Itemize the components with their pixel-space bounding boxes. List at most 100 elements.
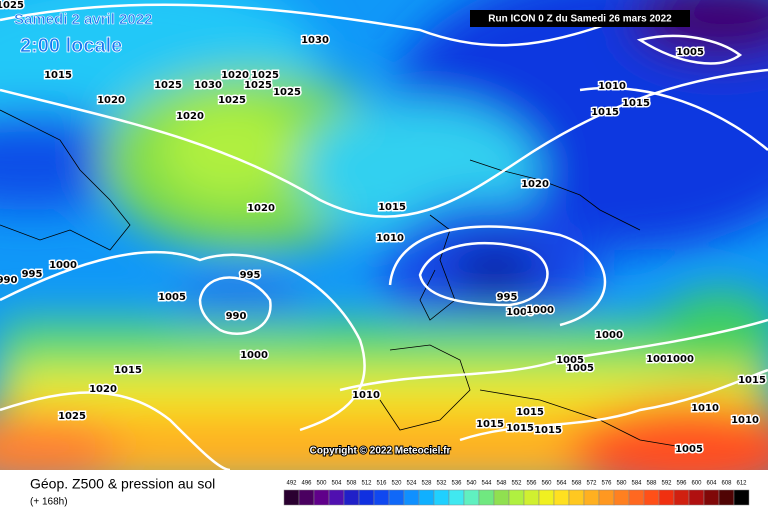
scale-label: 556 (526, 481, 537, 487)
scale-swatch (328, 489, 345, 506)
isobar-label: 1030 (301, 35, 329, 46)
scale-label: 584 (631, 481, 642, 487)
scale-label: 540 (466, 481, 477, 487)
isobar-label: 1015 (44, 70, 72, 81)
isobar-label: 1025 (58, 411, 86, 422)
scale-label: 596 (676, 481, 687, 487)
scale-swatch (283, 489, 300, 506)
isobar-label: 1020 (521, 179, 549, 190)
run-info: Run ICON 0 Z du Samedi 26 mars 2022 (488, 14, 672, 25)
isobar-label: 1015 (738, 375, 766, 386)
scale-label: 576 (601, 481, 612, 487)
scale-label: 552 (511, 481, 522, 487)
scale-swatch (628, 489, 645, 506)
scale-swatch (733, 489, 750, 506)
isobar-label: 1000 (49, 260, 77, 271)
isobar-label: 1010 (691, 403, 719, 414)
isobar-label: 1010 (352, 390, 380, 401)
field: 1025103010051015102010251025103010251025… (0, 0, 768, 470)
footer-lead: (+ 168h) (30, 497, 68, 508)
scale-swatch (388, 489, 405, 506)
scale-label: 544 (481, 481, 492, 487)
isobar-label: 995 (22, 269, 43, 280)
scale-swatch (298, 489, 315, 506)
isobar-label: 1010 (598, 81, 626, 92)
scale-label: 600 (691, 481, 702, 487)
scale-swatch (313, 489, 330, 506)
scale-label: 548 (496, 481, 507, 487)
scale-swatch (613, 489, 630, 506)
isobar-label: 1005 (158, 292, 186, 303)
isobar-label: 1005 (566, 363, 594, 374)
scale-swatch (433, 489, 450, 506)
isobar-label: 990 (0, 275, 17, 286)
scale-label: 504 (331, 481, 342, 487)
forecast-time: 2:00 locale (20, 35, 122, 57)
isobar-label: 1010 (731, 415, 759, 426)
run-box (470, 10, 690, 27)
scale-swatch (583, 489, 600, 506)
scale-swatch (418, 489, 435, 506)
isobar-label: 1020 (89, 384, 117, 395)
isobar-label: 1005 (675, 444, 703, 455)
isobar-label: 1015 (591, 107, 619, 118)
isobar-label: 1015 (506, 423, 534, 434)
isobar-label: 1000 (666, 354, 694, 365)
scale-label: 528 (421, 481, 432, 487)
scale-label: 516 (376, 481, 387, 487)
scale-swatch (673, 489, 690, 506)
isobar-label: 995 (240, 270, 261, 281)
isobar-label: 1020 (176, 111, 204, 122)
scale-label: 608 (721, 481, 732, 487)
isobar-label: 1020 (97, 95, 125, 106)
scale-swatch (373, 489, 390, 506)
scale-label: 592 (661, 481, 672, 487)
isobar-label: 1005 (556, 355, 584, 366)
isobar-label: 1020 (247, 203, 275, 214)
isobar-label: 1025 (0, 0, 24, 11)
isobar-label: 1015 (534, 425, 562, 436)
color-scale: 492 496 500 504 508 512 516 520 524 528 532 536 540 5… (283, 481, 750, 506)
scale-label: 564 (556, 481, 567, 487)
scale-swatch (598, 489, 615, 506)
scale-swatch (718, 489, 735, 506)
isobar-label: 1000 (646, 354, 674, 365)
scale-label: 496 (301, 481, 312, 487)
scale-label: 524 (406, 481, 417, 487)
scale-label: 572 (586, 481, 597, 487)
scale-swatch (493, 489, 510, 506)
scale-label: 612 (736, 481, 747, 487)
scale-label: 588 (646, 481, 657, 487)
scale-swatch (343, 489, 360, 506)
scale-label: 500 (316, 481, 327, 487)
copyright: Copyright © 2022 Meteociel.fr (310, 446, 451, 457)
isobar-label: 1015 (114, 365, 142, 376)
isobar-label: 1000 (595, 330, 623, 341)
isobar-label: 1025 (244, 80, 272, 91)
scale-label: 536 (451, 481, 462, 487)
scale-label: 512 (361, 481, 372, 487)
isobar-label: 1025 (154, 80, 182, 91)
scale-swatch (523, 489, 540, 506)
scale-swatch (448, 489, 465, 506)
isobar-label: 1025 (273, 87, 301, 98)
scale-swatch (703, 489, 720, 506)
scale-swatch (358, 489, 375, 506)
scale-label: 560 (541, 481, 552, 487)
isobar-label: 1010 (376, 233, 404, 244)
scale-swatch (403, 489, 420, 506)
scale-label: 604 (706, 481, 717, 487)
scale-swatch (478, 489, 495, 506)
scale-swatch (538, 489, 555, 506)
scale-label: 532 (436, 481, 447, 487)
isobar-label: 1020 (221, 70, 249, 81)
isobar-label: 1030 (194, 80, 222, 91)
isobar-label: 1015 (622, 98, 650, 109)
forecast-date: Samedi 2 avril 2022 (14, 11, 152, 28)
isobar-label: 1015 (476, 419, 504, 430)
isobar-label: 1000 (526, 305, 554, 316)
scale-label: 492 (286, 481, 297, 487)
scale-label: 568 (571, 481, 582, 487)
scale-swatch (643, 489, 660, 506)
